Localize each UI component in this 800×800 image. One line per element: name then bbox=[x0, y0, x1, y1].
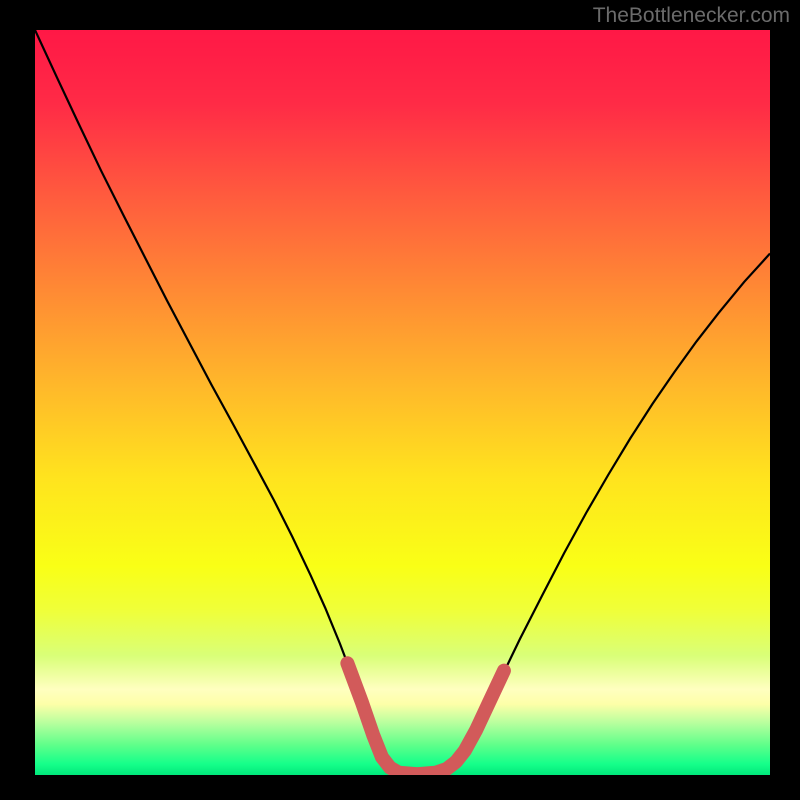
bottleneck-chart bbox=[0, 0, 800, 800]
plot-background bbox=[35, 30, 770, 775]
